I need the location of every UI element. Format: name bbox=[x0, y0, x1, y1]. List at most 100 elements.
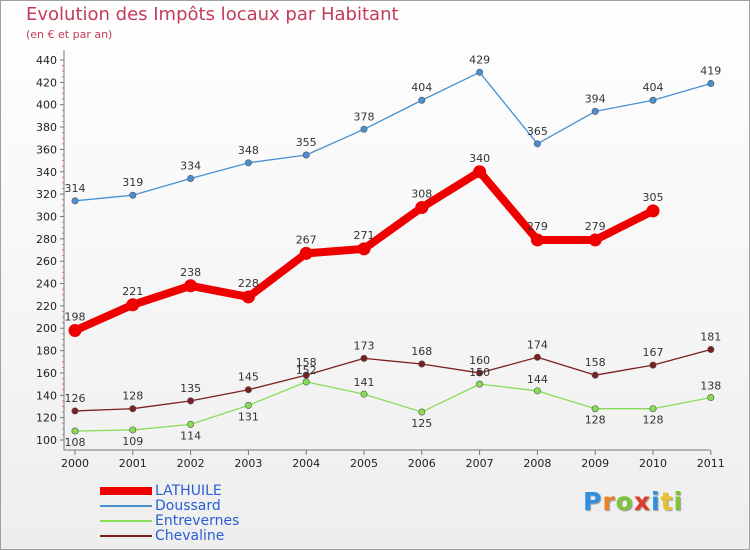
y-tick-label: 320 bbox=[36, 188, 57, 201]
logo-letter: P bbox=[583, 487, 603, 516]
data-point-lathuile bbox=[299, 246, 313, 260]
y-tick-label: 180 bbox=[36, 345, 57, 358]
data-point-chevaline bbox=[302, 371, 310, 379]
series-line-entrevernes bbox=[74, 381, 712, 432]
data-label-chevaline: 181 bbox=[700, 330, 721, 343]
data-label-doussard: 314 bbox=[65, 182, 86, 195]
data-label-lathuile: 228 bbox=[238, 277, 259, 290]
data-label-lathuile: 238 bbox=[180, 266, 201, 279]
data-point-doussard bbox=[187, 174, 195, 182]
data-label-entrevernes: 138 bbox=[700, 380, 721, 393]
data-label-chevaline: 160 bbox=[469, 354, 490, 367]
series-line-doussard bbox=[74, 71, 712, 202]
y-tick-label: 120 bbox=[36, 412, 57, 425]
data-point-chevaline bbox=[244, 386, 252, 394]
legend-swatch bbox=[100, 520, 152, 522]
data-point-lathuile bbox=[357, 242, 371, 256]
data-label-lathuile: 198 bbox=[65, 310, 86, 323]
data-label-doussard: 334 bbox=[180, 159, 201, 172]
data-point-lathuile bbox=[184, 279, 198, 293]
data-label-entrevernes: 114 bbox=[180, 429, 201, 442]
y-tick-label: 440 bbox=[36, 54, 57, 67]
y-tick-label: 340 bbox=[36, 166, 57, 179]
data-label-lathuile: 279 bbox=[585, 220, 606, 233]
data-point-chevaline bbox=[476, 369, 484, 377]
data-point-doussard bbox=[591, 107, 599, 115]
data-point-chevaline bbox=[360, 354, 368, 362]
proxiti-logo: Proxiti bbox=[583, 487, 683, 516]
data-point-lathuile bbox=[588, 233, 602, 247]
data-point-doussard bbox=[649, 96, 657, 104]
data-point-doussard bbox=[129, 191, 137, 199]
data-label-lathuile: 267 bbox=[296, 233, 317, 246]
legend-label: Doussard bbox=[155, 498, 221, 514]
data-label-lathuile: 305 bbox=[643, 191, 664, 204]
x-tick-label: 2009 bbox=[581, 457, 609, 470]
x-tick-label: 2011 bbox=[697, 457, 725, 470]
data-point-chevaline bbox=[71, 407, 79, 415]
data-label-lathuile: 308 bbox=[411, 188, 432, 201]
data-point-lathuile bbox=[68, 323, 82, 337]
data-point-entrevernes bbox=[244, 401, 252, 409]
data-label-lathuile: 221 bbox=[122, 285, 143, 298]
x-tick-label: 2007 bbox=[466, 457, 494, 470]
data-point-doussard bbox=[244, 159, 252, 167]
data-point-chevaline bbox=[129, 405, 137, 413]
x-tick-label: 2005 bbox=[350, 457, 378, 470]
data-label-doussard: 319 bbox=[122, 176, 143, 189]
legend-label: Entrevernes bbox=[155, 513, 240, 529]
data-point-doussard bbox=[533, 140, 541, 148]
data-label-entrevernes: 128 bbox=[643, 414, 664, 427]
data-point-entrevernes bbox=[187, 420, 195, 428]
series-line-chevaline bbox=[74, 348, 712, 412]
data-label-lathuile: 279 bbox=[527, 220, 548, 233]
data-label-chevaline: 158 bbox=[296, 356, 317, 369]
data-point-entrevernes bbox=[533, 387, 541, 395]
data-label-entrevernes: 131 bbox=[238, 410, 259, 423]
data-label-chevaline: 128 bbox=[122, 390, 143, 403]
data-label-chevaline: 158 bbox=[585, 356, 606, 369]
y-tick-label: 400 bbox=[36, 99, 57, 112]
legend-swatch bbox=[100, 535, 152, 537]
data-point-doussard bbox=[418, 96, 426, 104]
data-label-entrevernes: 144 bbox=[527, 373, 548, 386]
y-tick-label: 280 bbox=[36, 233, 57, 246]
data-label-chevaline: 145 bbox=[238, 371, 259, 384]
data-label-doussard: 355 bbox=[296, 136, 317, 149]
y-tick-label: 380 bbox=[36, 121, 57, 134]
y-tick-label: 160 bbox=[36, 367, 57, 380]
data-point-lathuile bbox=[646, 204, 660, 218]
legend-item-entrevernes: Entrevernes bbox=[100, 513, 300, 529]
y-tick-label: 220 bbox=[36, 300, 57, 313]
data-point-lathuile bbox=[530, 233, 544, 247]
legend-swatch bbox=[100, 487, 152, 495]
data-point-chevaline bbox=[707, 345, 715, 353]
data-label-doussard: 348 bbox=[238, 144, 259, 157]
data-label-chevaline: 174 bbox=[527, 338, 548, 351]
data-label-chevaline: 167 bbox=[643, 346, 664, 359]
data-label-doussard: 429 bbox=[469, 53, 490, 66]
data-point-chevaline bbox=[418, 360, 426, 368]
data-point-doussard bbox=[302, 151, 310, 159]
data-label-doussard: 378 bbox=[354, 110, 375, 123]
y-tick-label: 300 bbox=[36, 210, 57, 223]
y-tick-label: 100 bbox=[36, 434, 57, 447]
data-point-lathuile bbox=[241, 290, 255, 304]
data-label-doussard: 365 bbox=[527, 125, 548, 138]
chart-title: Evolution des Impôts locaux par Habitant bbox=[26, 4, 399, 25]
data-label-doussard: 419 bbox=[700, 64, 721, 77]
y-tick-label: 260 bbox=[36, 255, 57, 268]
y-tick-label: 360 bbox=[36, 143, 57, 156]
data-point-lathuile bbox=[473, 165, 487, 179]
data-point-entrevernes bbox=[302, 378, 310, 386]
data-label-entrevernes: 150 bbox=[469, 366, 490, 379]
data-point-lathuile bbox=[415, 201, 429, 215]
legend-item-chevaline: Chevaline bbox=[100, 528, 300, 544]
data-point-lathuile bbox=[126, 298, 140, 312]
data-label-entrevernes: 152 bbox=[296, 364, 317, 377]
logo-letter: t bbox=[660, 487, 674, 516]
chart-subtitle: (en € et par an) bbox=[26, 28, 113, 41]
x-tick-label: 2006 bbox=[408, 457, 436, 470]
data-point-doussard bbox=[476, 68, 484, 76]
legend-label: Chevaline bbox=[155, 528, 225, 544]
